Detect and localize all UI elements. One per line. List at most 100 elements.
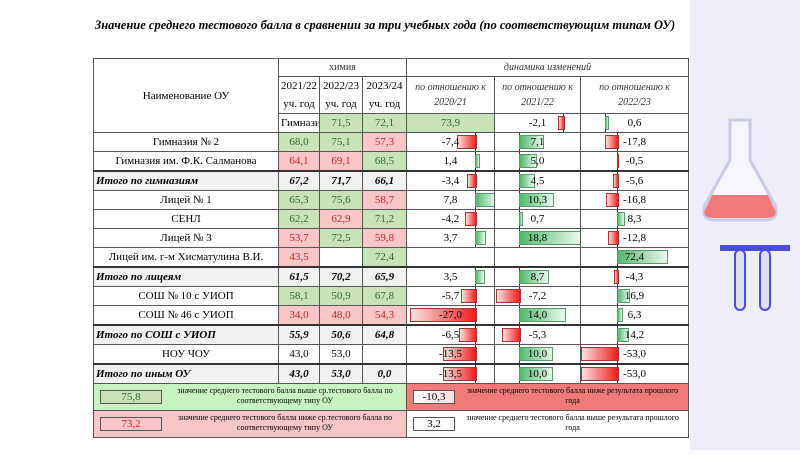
- score-cell: 71,2: [362, 209, 407, 229]
- dynamics-cell: 0,6: [579, 113, 690, 133]
- change-bar: [466, 174, 477, 188]
- change-bar: [581, 347, 619, 361]
- score-cell: 67,8: [362, 286, 407, 306]
- score-cell: 62,9: [319, 209, 363, 229]
- change-bar: [617, 289, 631, 303]
- header-dyn-col: по отношению к 2020/21: [406, 76, 495, 114]
- change-value: -17,8: [623, 136, 646, 148]
- results-table: Наименование ОУ химия динамика изменений…: [93, 58, 690, 438]
- change-bar: [464, 212, 477, 226]
- change-value: 10,0: [527, 368, 548, 380]
- change-bar: [457, 135, 477, 149]
- score-cell: 43,0: [278, 344, 320, 365]
- change-bar: [608, 231, 619, 245]
- table-row: НОУ ЧОУ 43,0 53,0 -13,5 10,0 -53,0: [93, 344, 690, 365]
- dynamics-cell: -5,7: [406, 286, 495, 306]
- score-cell: 68,5: [362, 151, 407, 172]
- background-decoration: [690, 0, 800, 450]
- score-cell: 57,3: [362, 132, 407, 152]
- table-row: СЕНЛ 62,2 62,9 71,2 -4,2 0,7 8,3: [93, 209, 690, 229]
- change-value: -2,1: [528, 117, 547, 129]
- change-value: 1,4: [443, 155, 458, 167]
- dynamics-cell: 3,5: [406, 266, 495, 287]
- school-name: Итого по лицеям: [93, 266, 279, 287]
- dynamics-cell: 16,9: [579, 286, 690, 306]
- change-value: 6,3: [627, 309, 642, 321]
- dynamics-cell: 1,4: [406, 151, 495, 172]
- legend-dyn-text: значение среднего тестового балла выше р…: [466, 413, 679, 432]
- dynamics-cell: -27,0: [406, 305, 495, 326]
- change-value: 7,8: [443, 194, 458, 206]
- school-name: НОУ ЧОУ: [93, 344, 279, 365]
- change-bar: [519, 174, 536, 188]
- change-bar: [461, 289, 477, 303]
- dynamics-cell: -5,6: [579, 170, 690, 191]
- dynamics-cell: 14,0: [494, 305, 581, 326]
- change-value: 0,6: [627, 117, 642, 129]
- header-dyn-col: по отношению к 2022/23: [579, 76, 690, 114]
- score-cell: 55,9: [278, 324, 320, 345]
- score-cell: 54,3: [362, 305, 407, 326]
- change-bar: [614, 270, 619, 284]
- change-value: 5,0: [530, 155, 545, 167]
- change-bar: [502, 328, 521, 342]
- school-name: Гимназия им. Ф.К. Салманова: [93, 151, 279, 172]
- change-value: -4,2: [441, 213, 460, 225]
- school-name: Лицей № 1: [93, 190, 279, 210]
- change-bar: [605, 116, 609, 130]
- change-value: 14,0: [527, 309, 548, 321]
- change-value: -6,5: [441, 329, 460, 341]
- dynamics-cell: -2,1: [494, 113, 581, 133]
- score-cell: 58,1: [278, 286, 320, 306]
- change-value: -12,8: [623, 232, 646, 244]
- dynamics-cell: [494, 247, 581, 268]
- table-row: Лицей № 3 53,7 72,5 59,8 3,7 18,8 -12,8: [93, 228, 690, 248]
- change-value: 72,4: [624, 251, 645, 263]
- flask-icon: [702, 118, 790, 311]
- change-bar: [519, 193, 554, 207]
- table-row: Итого по лицеям 61,5 70,2 65,9 3,5 8,7 -4,3: [93, 266, 690, 287]
- change-value: -0,5: [625, 155, 644, 167]
- school-name: Гимназия № 2: [93, 132, 279, 152]
- change-value: 4,5: [530, 175, 545, 187]
- change-bar: [475, 193, 494, 207]
- change-value: 3,5: [443, 271, 458, 283]
- change-bar: [617, 308, 624, 322]
- score-cell: 59,8: [362, 228, 407, 248]
- score-cell: 72,5: [319, 228, 363, 248]
- dynamics-cell: -16,8: [579, 190, 690, 210]
- change-value: -16,8: [623, 194, 646, 206]
- dynamics-cell: 6,3: [579, 305, 690, 326]
- score-cell: 48,0: [319, 305, 363, 326]
- legend-dyn-text: значение среднего тестового балла ниже р…: [466, 386, 679, 405]
- change-bar: [617, 328, 629, 342]
- change-bar: [617, 212, 625, 226]
- change-value: -3,4: [441, 175, 460, 187]
- change-bar: [616, 154, 619, 168]
- score-cell: 70,2: [319, 266, 363, 287]
- header-year: 2021/22 уч. год: [278, 76, 320, 114]
- score-cell: 64,1: [278, 151, 320, 172]
- change-bar: [557, 116, 565, 130]
- change-value: 8,3: [627, 213, 642, 225]
- dynamics-cell: 5,0: [494, 151, 581, 172]
- change-value: 3,7: [443, 232, 458, 244]
- table-row: Лицей им. г-м Хисматулина В.И. 43,5 72,4 72…: [93, 247, 690, 268]
- legend-row: 73,2 значение среднего тестового балла ни…: [93, 410, 690, 438]
- change-value: -27,0: [439, 309, 462, 321]
- score-cell: 53,0: [319, 344, 363, 365]
- dynamics-cell: -6,5: [406, 324, 495, 345]
- header-dyn-col: по отношению к 2021/22: [494, 76, 581, 114]
- change-value: -5,7: [441, 290, 460, 302]
- legend-sample: 75,8: [100, 390, 162, 404]
- change-value: -7,4: [441, 136, 460, 148]
- header-subject: химия: [278, 58, 407, 77]
- score-cell: 53,7: [278, 228, 320, 248]
- dynamics-cell: 8,3: [579, 209, 690, 229]
- change-bar: [604, 135, 619, 149]
- table-row: Итого по СОШ с УИОП 55,9 50,6 64,8 -6,5 -5,3 1…: [93, 324, 690, 345]
- change-value: -5,3: [528, 329, 547, 341]
- score-cell: 64,8: [362, 324, 407, 345]
- score-cell: 71,5: [319, 113, 363, 133]
- change-bar: [519, 212, 524, 226]
